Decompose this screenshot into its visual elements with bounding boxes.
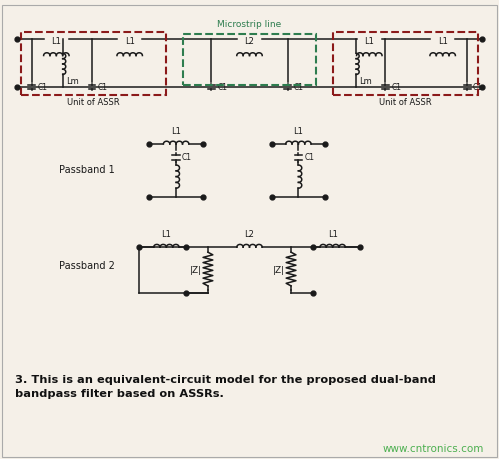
Text: C1: C1 — [473, 83, 483, 92]
Text: Microstrip line: Microstrip line — [218, 20, 281, 29]
Text: Lm: Lm — [66, 77, 78, 86]
Bar — [184, 34, 315, 85]
Text: L1: L1 — [51, 37, 61, 46]
Text: C1: C1 — [304, 153, 314, 162]
Text: L1: L1 — [328, 230, 337, 239]
Text: C1: C1 — [217, 83, 227, 92]
Text: L1: L1 — [438, 37, 448, 46]
Text: L1: L1 — [125, 37, 135, 46]
Text: L2: L2 — [245, 37, 254, 46]
Text: |Z|: |Z| — [272, 266, 285, 275]
Text: |Z|: |Z| — [190, 266, 202, 275]
Text: Unit of ASSR: Unit of ASSR — [379, 98, 432, 107]
Text: 3. This is an equivalent-circuit model for the proposed dual-band
bandpass filte: 3. This is an equivalent-circuit model f… — [15, 375, 436, 398]
Text: L2: L2 — [245, 230, 254, 239]
Text: Lm: Lm — [359, 77, 372, 86]
Text: C1: C1 — [38, 83, 48, 92]
Text: C1: C1 — [98, 83, 108, 92]
Bar — [21, 32, 166, 95]
Text: L1: L1 — [293, 127, 303, 135]
Text: Passband 2: Passband 2 — [59, 261, 115, 271]
Text: Unit of ASSR: Unit of ASSR — [67, 98, 120, 107]
Text: L1: L1 — [162, 230, 171, 239]
Text: www.cntronics.com: www.cntronics.com — [383, 444, 484, 454]
Bar — [333, 32, 478, 95]
Text: L1: L1 — [171, 127, 181, 135]
Text: C1: C1 — [391, 83, 401, 92]
Text: L1: L1 — [364, 37, 374, 46]
Text: C1: C1 — [293, 83, 303, 92]
Text: C1: C1 — [182, 153, 192, 162]
Text: Passband 1: Passband 1 — [59, 165, 115, 175]
